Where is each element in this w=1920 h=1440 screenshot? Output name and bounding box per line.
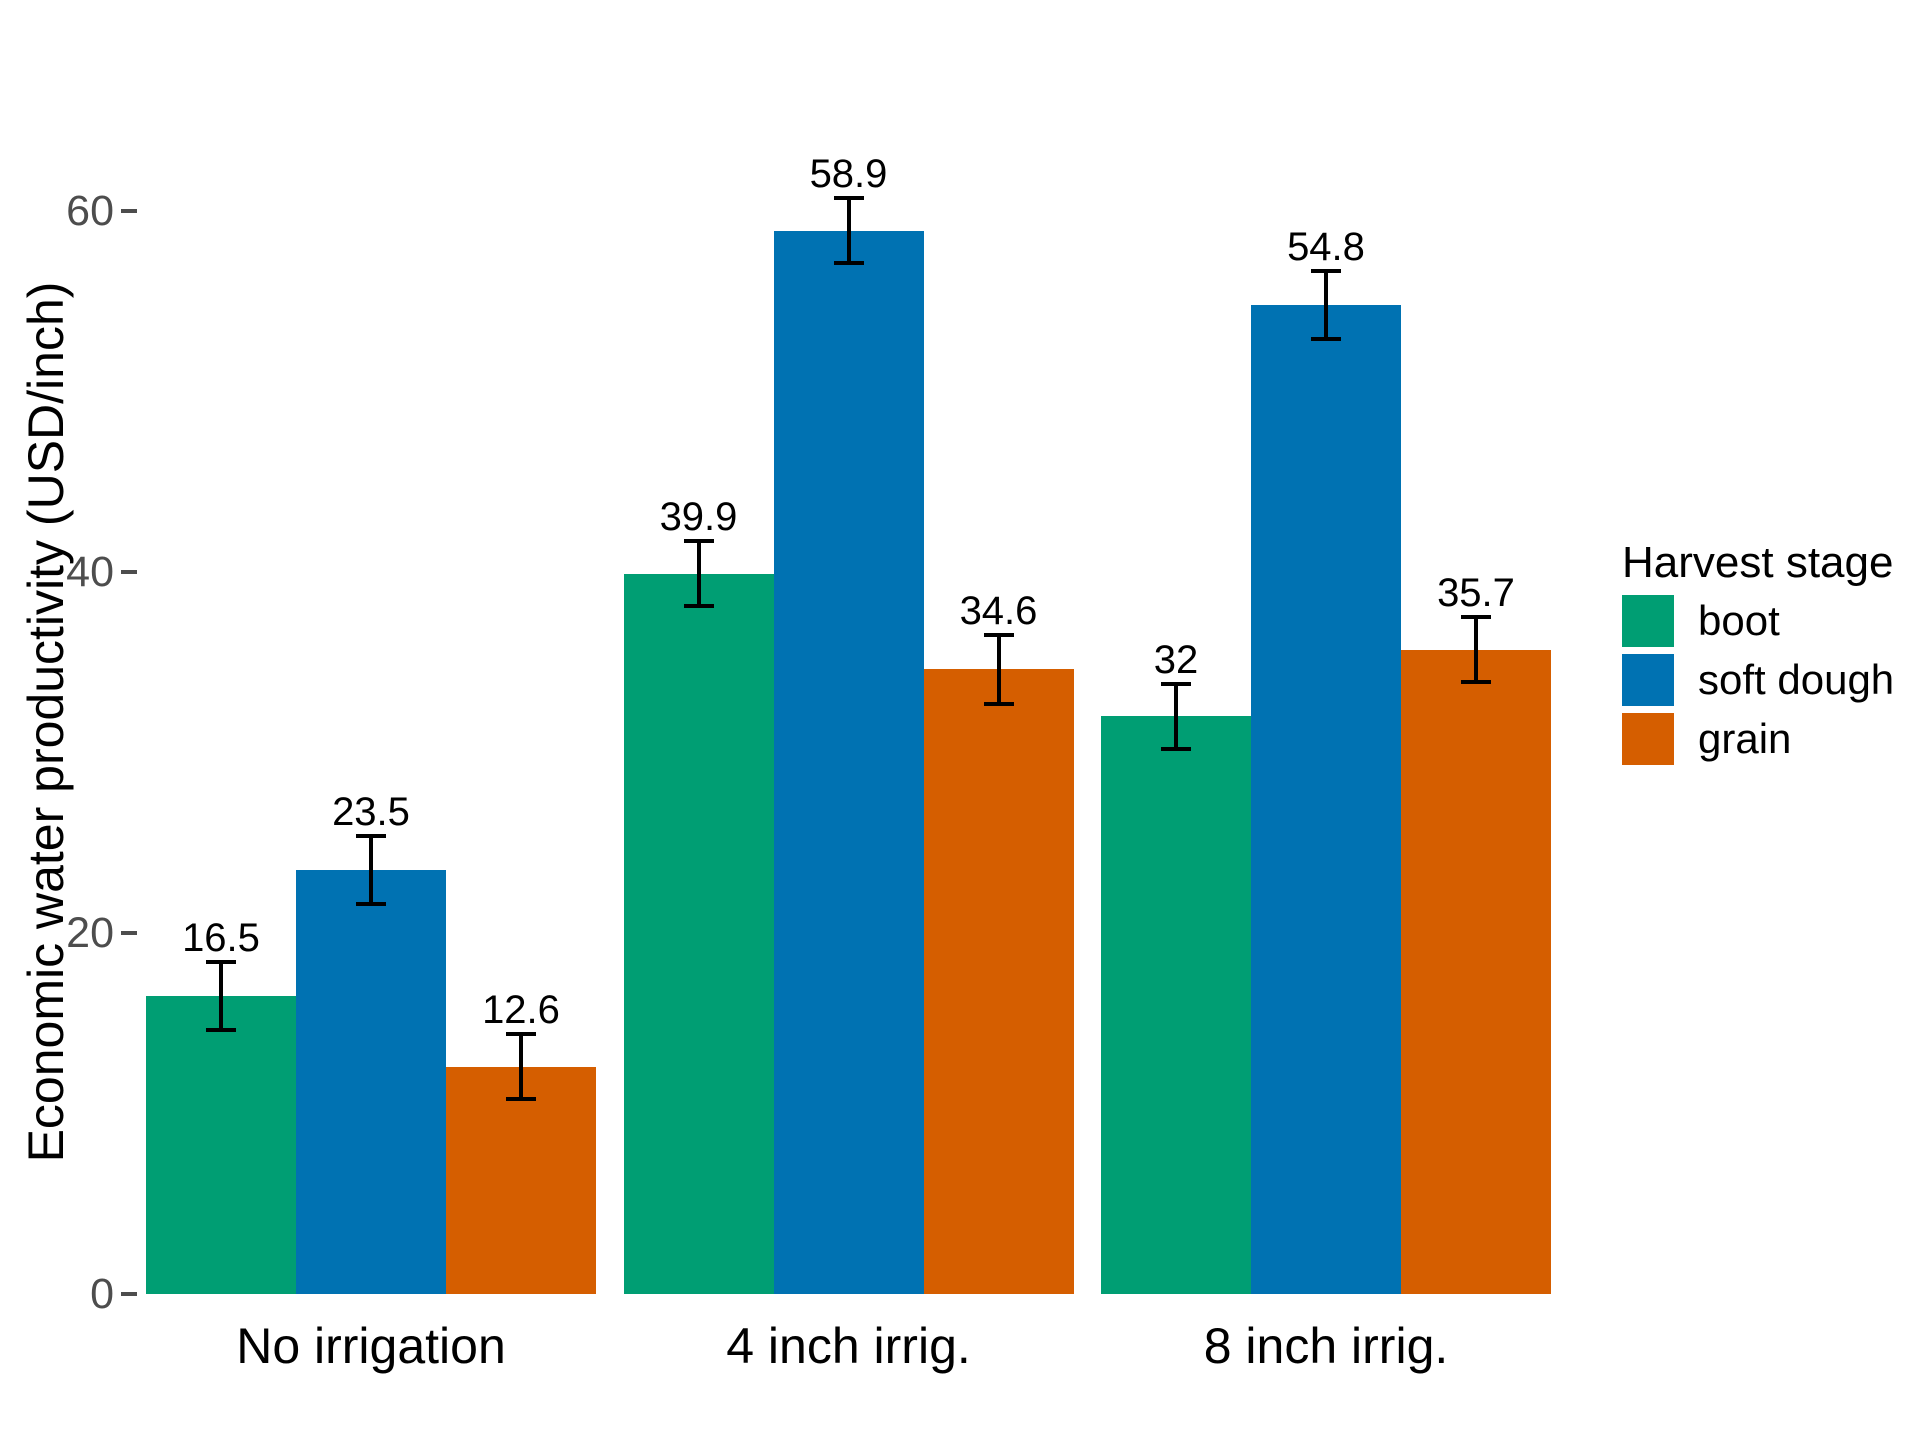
bar-boot — [623, 573, 774, 1294]
error-bar-cap — [206, 959, 236, 964]
error-bar-line — [1474, 617, 1478, 683]
error-bar-cap — [983, 633, 1014, 638]
y-tick-mark — [121, 931, 137, 935]
bar-value-label: 23.5 — [332, 789, 410, 834]
y-tick-label: 40 — [66, 548, 114, 596]
error-bar-line — [219, 961, 223, 1031]
error-bar-cap — [833, 196, 864, 201]
y-tick-label: 0 — [90, 1270, 114, 1318]
legend-label: boot — [1698, 597, 1780, 644]
y-tick-mark — [121, 570, 137, 574]
bar-soft dough — [1251, 304, 1401, 1294]
legend-swatch-grain — [1622, 713, 1674, 765]
error-bar-line — [846, 198, 851, 264]
bar-value-label: 34.6 — [959, 589, 1038, 634]
legend-item: soft dough — [1622, 654, 1894, 706]
error-bar-line — [1174, 683, 1178, 749]
error-bar-cap — [206, 1028, 236, 1033]
error-bar-cap — [683, 539, 714, 544]
bar-grain — [1401, 649, 1551, 1294]
legend-title: Harvest stage — [1622, 538, 1894, 587]
error-bar-cap — [833, 261, 864, 266]
x-axis-label: 4 inch irrig. — [726, 1318, 971, 1374]
error-bar-cap — [1311, 268, 1341, 273]
error-bar-cap — [1461, 615, 1491, 620]
error-bar-cap — [506, 1097, 536, 1102]
legend-item: boot — [1622, 595, 1894, 647]
error-bar-line — [696, 541, 701, 607]
bar-value-label: 32 — [1153, 637, 1199, 682]
bar-value-label: 12.6 — [482, 988, 560, 1033]
bar-soft dough — [296, 869, 446, 1294]
bar-value-label: 16.5 — [182, 915, 260, 960]
error-bar-cap — [356, 902, 386, 907]
y-tick-label: 20 — [66, 909, 114, 957]
y-tick-mark — [121, 209, 137, 213]
legend-swatch-soft-dough — [1622, 654, 1674, 706]
bar-grain — [923, 669, 1074, 1294]
error-bar-cap — [1461, 680, 1491, 685]
error-bar-cap — [1161, 746, 1191, 751]
bar-grain — [446, 1066, 596, 1294]
legend-swatch-boot — [1622, 595, 1674, 647]
legend-label: grain — [1698, 715, 1792, 762]
error-bar-cap — [1161, 681, 1191, 686]
error-bar-cap — [1311, 337, 1341, 342]
legend: Harvest stage boot soft dough grain — [1622, 537, 1894, 772]
bar-soft dough — [773, 230, 924, 1294]
error-bar-cap — [683, 604, 714, 609]
x-axis-label: No irrigation — [236, 1318, 506, 1374]
error-bar-line — [996, 635, 1001, 704]
legend-items: boot soft dough grain — [1622, 595, 1894, 765]
legend-label: soft dough — [1698, 656, 1895, 703]
y-tick-label: 60 — [66, 187, 114, 235]
error-bar-cap — [983, 701, 1014, 706]
error-bar-line — [369, 835, 373, 905]
error-bar-line — [519, 1034, 523, 1100]
y-tick-mark — [121, 1292, 137, 1296]
error-bar-cap — [356, 833, 386, 838]
legend-item: grain — [1622, 713, 1894, 765]
error-bar-line — [1324, 270, 1328, 340]
bar-boot — [1101, 716, 1251, 1294]
bar-value-label: 35.7 — [1437, 571, 1515, 616]
y-axis-title: Economic water productivity (USD/inch) — [18, 281, 74, 1163]
bar-value-label: 54.8 — [1287, 224, 1365, 269]
bar-value-label: 58.9 — [809, 152, 888, 197]
bar-value-label: 39.9 — [659, 495, 738, 540]
bar-boot — [146, 996, 296, 1294]
error-bar-cap — [506, 1032, 536, 1037]
x-axis-label: 8 inch irrig. — [1203, 1318, 1449, 1374]
